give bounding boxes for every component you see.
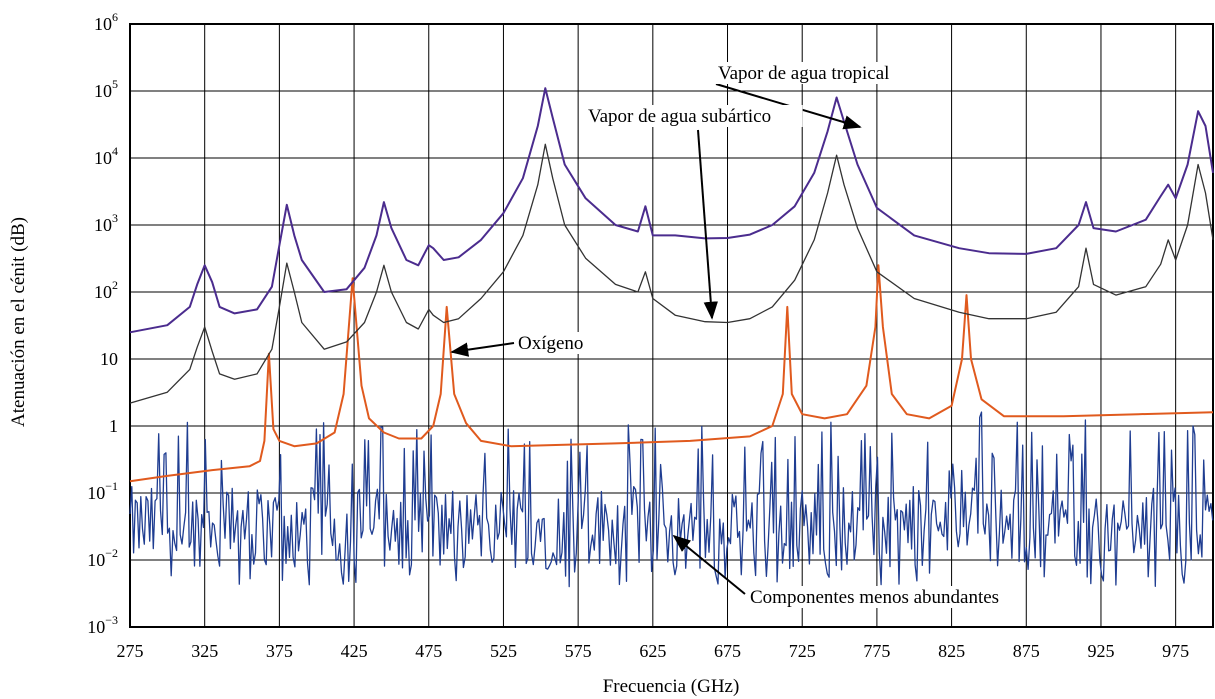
series-line-oxigeno [129,264,1214,483]
y-tick-label: 1 [109,416,118,436]
annotations: Vapor de agua tropical Vapor de agua subá… [450,62,1011,608]
annotation-background [585,105,803,127]
annotation-label: Vapor de agua subártico [588,106,771,127]
x-tick-label: 675 [714,641,741,661]
y-tick-label: 106 [94,10,118,34]
y-tick-label: 10−1 [87,479,118,503]
x-axis-label: Frecuencia (GHz) [603,676,740,697]
x-tick-labels: 275 325 375 425 475 525 575 625 675 725 775 825 875 9… [117,641,1190,661]
annotation-label: Oxígeno [518,333,583,354]
x-tick-label: 425 [341,641,368,661]
x-tick-label: 375 [266,641,293,661]
x-tick-label: 575 [565,641,592,661]
annotation-background [515,332,586,354]
y-tick-label: 10−3 [87,613,118,637]
y-tick-label: 10 [100,349,118,369]
series-line-tropical [129,87,1214,334]
y-axis-label: Atenuación en el cénit (dB) [8,217,29,427]
x-tick-label: 775 [863,641,890,661]
x-tick-label: 525 [490,641,517,661]
annotation-background [747,586,1011,608]
annotation-label: Componentes menos abundantes [750,587,999,608]
x-tick-label: 625 [639,641,666,661]
series-line-componentes [129,411,1214,588]
x-tick-label: 925 [1087,641,1114,661]
y-tick-label: 102 [94,278,118,302]
annotation-arrow [672,534,746,595]
x-tick-label: 275 [117,641,144,661]
x-tick-label: 325 [191,641,218,661]
y-tick-label: 10−2 [87,546,118,570]
annotation-label: Vapor de agua tropical [718,63,889,84]
y-tick-label: 105 [94,77,118,101]
x-tick-label: 825 [938,641,965,661]
x-tick-label: 475 [415,641,442,661]
x-tick-label: 725 [789,641,816,661]
y-tick-label: 104 [94,144,118,168]
series-lines [129,87,1214,588]
x-tick-label: 875 [1013,641,1040,661]
x-tick-label: 975 [1162,641,1189,661]
annotation-arrow [697,129,718,320]
annotation-arrow [450,342,515,357]
y-tick-label: 103 [94,211,118,235]
series-line-subartico [129,143,1214,404]
annotation-background [715,62,924,84]
